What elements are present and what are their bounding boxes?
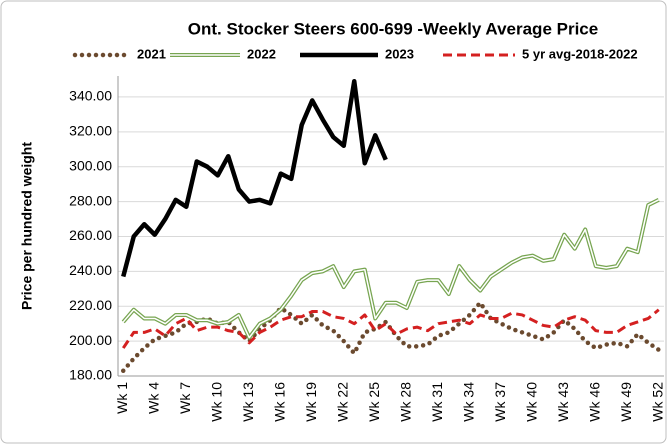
x-tick-label: Wk 49 [618, 382, 634, 422]
x-tick-label: Wk 22 [334, 382, 350, 422]
y-tick-label: 260.00 [69, 227, 112, 243]
legend-label: 2021 [137, 46, 166, 61]
y-tick-label: 220.00 [69, 297, 112, 313]
y-tick-label: 300.00 [69, 157, 112, 173]
chart-title: Ont. Stocker Steers 600-699 -Weekly Aver… [188, 19, 598, 38]
series-line [121, 78, 388, 278]
x-tick-label: Wk 37 [492, 382, 508, 422]
x-tick-label: Wk 46 [586, 382, 602, 422]
y-tick-label: 280.00 [69, 192, 112, 208]
legend-label: 2023 [385, 46, 414, 61]
y-tick-label: 200.00 [69, 332, 112, 348]
x-tick-label: Wk 10 [208, 382, 224, 422]
x-tick-label: Wk 1 [114, 382, 130, 414]
x-tick-label: Wk 7 [177, 382, 193, 414]
y-tick-label: 340.00 [69, 88, 112, 104]
y-tick-label: 180.00 [69, 367, 112, 383]
y-tick-label: 320.00 [69, 123, 112, 139]
x-tick-label: Wk 28 [397, 382, 413, 422]
x-tick-label: Wk 16 [271, 382, 287, 422]
x-tick-label: Wk 31 [429, 382, 445, 422]
x-tick-label: Wk 40 [523, 382, 539, 422]
y-tick-label: 240.00 [69, 262, 112, 278]
x-tick-label: Wk 19 [303, 382, 319, 422]
series-line [122, 308, 660, 349]
legend-label: 5 yr avg-2018-2022 [522, 46, 638, 61]
x-tick-label: Wk 4 [145, 382, 161, 414]
x-tick-label: Wk 13 [240, 382, 256, 422]
x-tick-label: Wk 34 [460, 382, 476, 422]
series-line-inner [122, 199, 660, 339]
y-axis-title: Price per hundred weight [19, 142, 35, 310]
legend-label: 2022 [247, 46, 276, 61]
x-tick-label: Wk 25 [366, 382, 382, 422]
x-tick-label: Wk 43 [555, 382, 571, 422]
x-tick-label: Wk 52 [649, 382, 665, 422]
